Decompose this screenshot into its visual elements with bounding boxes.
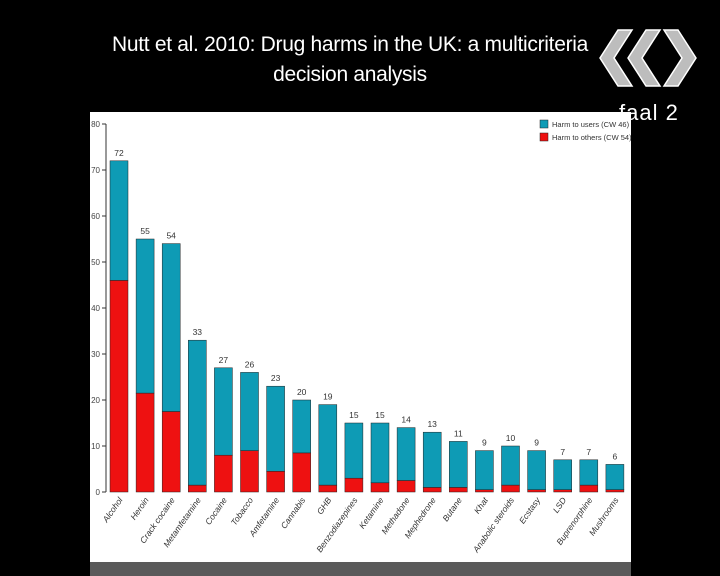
category-label: Butane [440, 495, 464, 523]
bar-harm-to-users [579, 459, 599, 486]
slide-title-line2: decision analysis [273, 63, 427, 86]
stacked-bar-chart: 0102030405060708072Alcohol55Heroin54Crac… [91, 119, 631, 555]
logo-mark-icon [599, 29, 697, 87]
y-tick-label: 0 [96, 488, 101, 497]
bar-harm-to-users [240, 372, 259, 451]
bar-harm-to-others [527, 489, 546, 493]
y-tick-label: 10 [91, 442, 100, 451]
bar-harm-to-others [370, 482, 390, 493]
bar-harm-to-others [475, 489, 494, 493]
bar-harm-to-users [501, 445, 520, 486]
bar-harm-to-users [370, 422, 390, 484]
bar-value-label: 10 [506, 433, 516, 443]
legend-label: Harm to others (CW 54) [552, 133, 631, 142]
category-label: Khat [472, 495, 491, 516]
legend-swatch [539, 119, 549, 129]
slide-title: Nutt et al. 2010: Drug harms in the UK: … [40, 30, 660, 90]
bar-harm-to-others [396, 480, 416, 493]
y-tick-label: 20 [91, 396, 100, 405]
bar-harm-to-users [553, 459, 572, 490]
bar-harm-to-others [344, 477, 364, 493]
bar-value-label: 6 [613, 451, 618, 461]
bar-value-label: 11 [454, 428, 463, 438]
bar-harm-to-users [396, 427, 416, 481]
bar-value-label: 54 [166, 231, 176, 241]
bottom-strip [90, 562, 631, 576]
bar-harm-to-others [579, 484, 599, 493]
y-tick-label: 30 [91, 350, 100, 359]
bar-value-label: 72 [114, 148, 124, 158]
bar-value-label: 14 [401, 415, 411, 425]
bar-harm-to-users [266, 385, 285, 472]
bar-harm-to-users [161, 243, 181, 412]
y-tick-label: 70 [91, 166, 100, 175]
bar-harm-to-users [318, 404, 338, 486]
bar-harm-to-others [214, 454, 233, 493]
bar-harm-to-others [188, 484, 207, 493]
bar-value-label: 20 [297, 387, 307, 397]
y-tick-label: 50 [91, 258, 100, 267]
bar-value-label: 27 [219, 355, 229, 365]
bar-harm-to-users [475, 450, 494, 490]
legend-swatch [539, 132, 549, 142]
bar-harm-to-users [449, 441, 468, 488]
bar-value-label: 9 [482, 438, 487, 448]
bar-harm-to-others [161, 411, 181, 493]
bar-harm-to-others [449, 487, 468, 493]
bar-harm-to-others [292, 452, 311, 493]
slide-title-line1: Nutt et al. 2010: Drug harms in the UK: … [111, 33, 589, 56]
category-label: GHB [315, 495, 334, 516]
bar-harm-to-others [501, 484, 520, 493]
bar-value-label: 7 [586, 447, 591, 457]
bar-value-label: 7 [560, 447, 565, 457]
bar-harm-to-others [422, 487, 442, 493]
bar-value-label: 55 [140, 226, 150, 236]
category-label: Tobacco [229, 495, 256, 527]
bar-value-label: 15 [349, 410, 359, 420]
bar-harm-to-others [109, 280, 129, 493]
bar-harm-to-users [422, 431, 442, 488]
bar-harm-to-users [135, 238, 155, 394]
bar-harm-to-users [527, 450, 546, 490]
chart-panel: 0 10 20 30 40 50 60 70 80 72 Alcohol 55 Heroin 54 Crac… [90, 112, 631, 576]
legend-label: Harm to users (CW 46) [552, 120, 630, 129]
bar-harm-to-users [188, 339, 207, 486]
bar-harm-to-others [135, 392, 155, 493]
category-label: Cannabis [279, 495, 308, 531]
category-label: Cocaine [203, 495, 229, 527]
y-tick-label: 60 [91, 212, 100, 221]
category-label: Heroin [128, 495, 151, 521]
bar-harm-to-others [553, 489, 572, 493]
bar-harm-to-others [266, 471, 285, 493]
y-tick-label: 40 [91, 304, 100, 313]
bar-harm-to-users [344, 422, 364, 479]
category-label: Alcohol [100, 495, 125, 525]
bar-harm-to-users [109, 160, 129, 281]
bar-value-label: 33 [193, 327, 203, 337]
bar-harm-to-users [292, 399, 311, 454]
bar-value-label: 9 [534, 438, 539, 448]
bar-value-label: 23 [271, 373, 281, 383]
bar-value-label: 15 [375, 410, 385, 420]
bar-harm-to-others [240, 450, 259, 493]
y-tick-label: 80 [91, 120, 100, 129]
bar-value-label: 19 [323, 392, 333, 402]
bar-harm-to-others [605, 489, 625, 493]
bar-harm-to-others [318, 484, 338, 493]
bar-harm-to-users [214, 367, 233, 456]
bar-value-label: 13 [427, 419, 437, 429]
category-label: Ecstasy [517, 495, 543, 526]
category-label: LSD [551, 495, 569, 514]
bar-harm-to-users [605, 464, 625, 490]
bar-value-label: 26 [245, 359, 255, 369]
